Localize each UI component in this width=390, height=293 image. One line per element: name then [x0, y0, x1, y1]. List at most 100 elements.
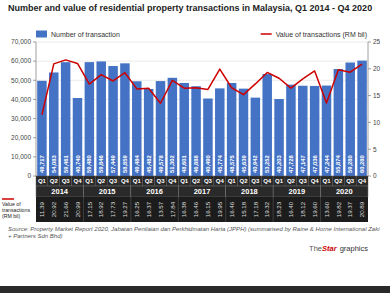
- table-value: 15.18: [240, 201, 247, 217]
- x-tick-label: Q4: [168, 178, 177, 184]
- y-tick-label: 70,000: [11, 38, 31, 45]
- y-tick: [33, 42, 36, 43]
- logo: TheStargraphics: [309, 244, 368, 253]
- y2-tick: [368, 122, 371, 123]
- legend-swatch: [261, 33, 272, 35]
- x-tick-label: Q2: [239, 178, 248, 184]
- bar: [227, 83, 236, 176]
- quarter-cell: [309, 176, 321, 186]
- year-cell: [36, 186, 83, 197]
- chart: Number and value of residential property…: [0, 0, 390, 293]
- y-tick: [33, 99, 36, 100]
- y2-tick-label: 15: [373, 92, 381, 99]
- marks: [37, 60, 367, 176]
- table-value: 13.60: [323, 201, 330, 217]
- legend: Number of transactionValue of transactio…: [36, 31, 367, 39]
- quarter-cell: [60, 176, 72, 186]
- table-value: 19.82: [335, 201, 342, 217]
- bar: [298, 86, 307, 176]
- table-value: 13.57: [157, 201, 164, 217]
- quarter-cell: [285, 176, 297, 186]
- bar-label: 54,083: [51, 154, 57, 173]
- table-value: 18.23: [275, 201, 282, 217]
- bar-label: 53,252: [264, 155, 270, 173]
- bar: [144, 89, 153, 176]
- bar: [49, 72, 58, 176]
- y-tick: [33, 118, 36, 119]
- y2-tick: [368, 176, 371, 177]
- x-tick-label: Q3: [346, 178, 355, 184]
- bar-label: 58,859: [122, 154, 128, 173]
- bar: [73, 98, 82, 176]
- title-line: Number and value of residential property…: [8, 3, 372, 13]
- table-value: 16.15: [204, 201, 211, 217]
- bar: [357, 61, 366, 176]
- year-cell: [131, 186, 178, 197]
- bar-label: 40,942: [252, 155, 258, 173]
- logo-part: graphics: [340, 244, 369, 253]
- source-line: + Partners Sdn Bhd): [8, 233, 63, 239]
- bar-label: 45,639: [241, 154, 247, 173]
- bar-label: 47,244: [324, 154, 330, 173]
- quarter-cell: [190, 176, 202, 186]
- bar: [96, 61, 105, 176]
- quarter-cell: [155, 176, 167, 186]
- table-value: 17.84: [169, 201, 176, 217]
- group-label: 2014: [51, 187, 69, 196]
- table-value: 19.27: [121, 201, 128, 217]
- y-tick-label: 0: [27, 172, 31, 179]
- quarter-cell: [273, 176, 285, 186]
- bar: [179, 83, 188, 176]
- y2-tick-label: 10: [373, 119, 381, 126]
- bar-label: 59,846: [98, 154, 104, 173]
- quarter-cell: [332, 176, 344, 186]
- y-tick: [33, 137, 36, 138]
- y-tick: [33, 156, 36, 157]
- data-labels: 49,71754,08359,46140,74059,48059,84657,4…: [39, 154, 365, 173]
- quarter-cell: [321, 176, 333, 186]
- bar: [262, 74, 271, 176]
- table-value: 16.46: [228, 201, 235, 217]
- quarter-cell: [214, 176, 226, 186]
- table-value: 18.12: [299, 201, 306, 217]
- logo-part: The: [309, 244, 322, 253]
- quarter-cell: [178, 176, 190, 186]
- x-tick-label: Q1: [322, 178, 331, 184]
- x-tick-label: Q3: [109, 178, 118, 184]
- quarter-cell: [95, 176, 107, 186]
- y2-tick: [368, 68, 371, 69]
- source: Source: Property Market Report 2020, Jab…: [8, 226, 380, 239]
- grid-line: [36, 61, 368, 62]
- group-label: 2017: [194, 187, 211, 196]
- x-tick-label: Q4: [311, 178, 320, 184]
- y-tick-label: 10,000: [11, 153, 31, 160]
- x-tick-label: Q4: [121, 178, 130, 184]
- year-cell: [178, 186, 225, 197]
- table-value: 16.25: [133, 201, 140, 217]
- y-tick-label: 60,000: [11, 57, 31, 64]
- x-tick-label: Q2: [192, 178, 201, 184]
- y-tick-label: 40,000: [11, 96, 31, 103]
- bar: [215, 88, 224, 176]
- bar-label: 47,728: [288, 154, 294, 173]
- table-value: 17.15: [86, 201, 93, 217]
- table-bg: [36, 197, 368, 222]
- table-value: 20.89: [358, 201, 365, 217]
- x-tick-label: Q2: [50, 178, 59, 184]
- x-tick-label: Q3: [251, 178, 260, 184]
- quarter-cell: [249, 176, 261, 186]
- bar-label: 49,578: [158, 154, 164, 173]
- x-tick-label: Q2: [97, 178, 106, 184]
- quarter-cell: [143, 176, 155, 186]
- bar-label: 45,774: [217, 154, 223, 173]
- x-tick-label: Q1: [275, 178, 284, 184]
- bar-label: 49,484: [134, 154, 140, 173]
- quarter-cell: [297, 176, 309, 186]
- table-value: 16.40: [287, 201, 294, 217]
- y-tick-label: 30,000: [11, 115, 31, 122]
- bar-label: 47,147: [300, 155, 306, 173]
- bar-label: 59,461: [63, 154, 69, 173]
- bar-label: 45,482: [146, 155, 152, 173]
- quarter-cell: [238, 176, 250, 186]
- quarter-cell: [72, 176, 84, 186]
